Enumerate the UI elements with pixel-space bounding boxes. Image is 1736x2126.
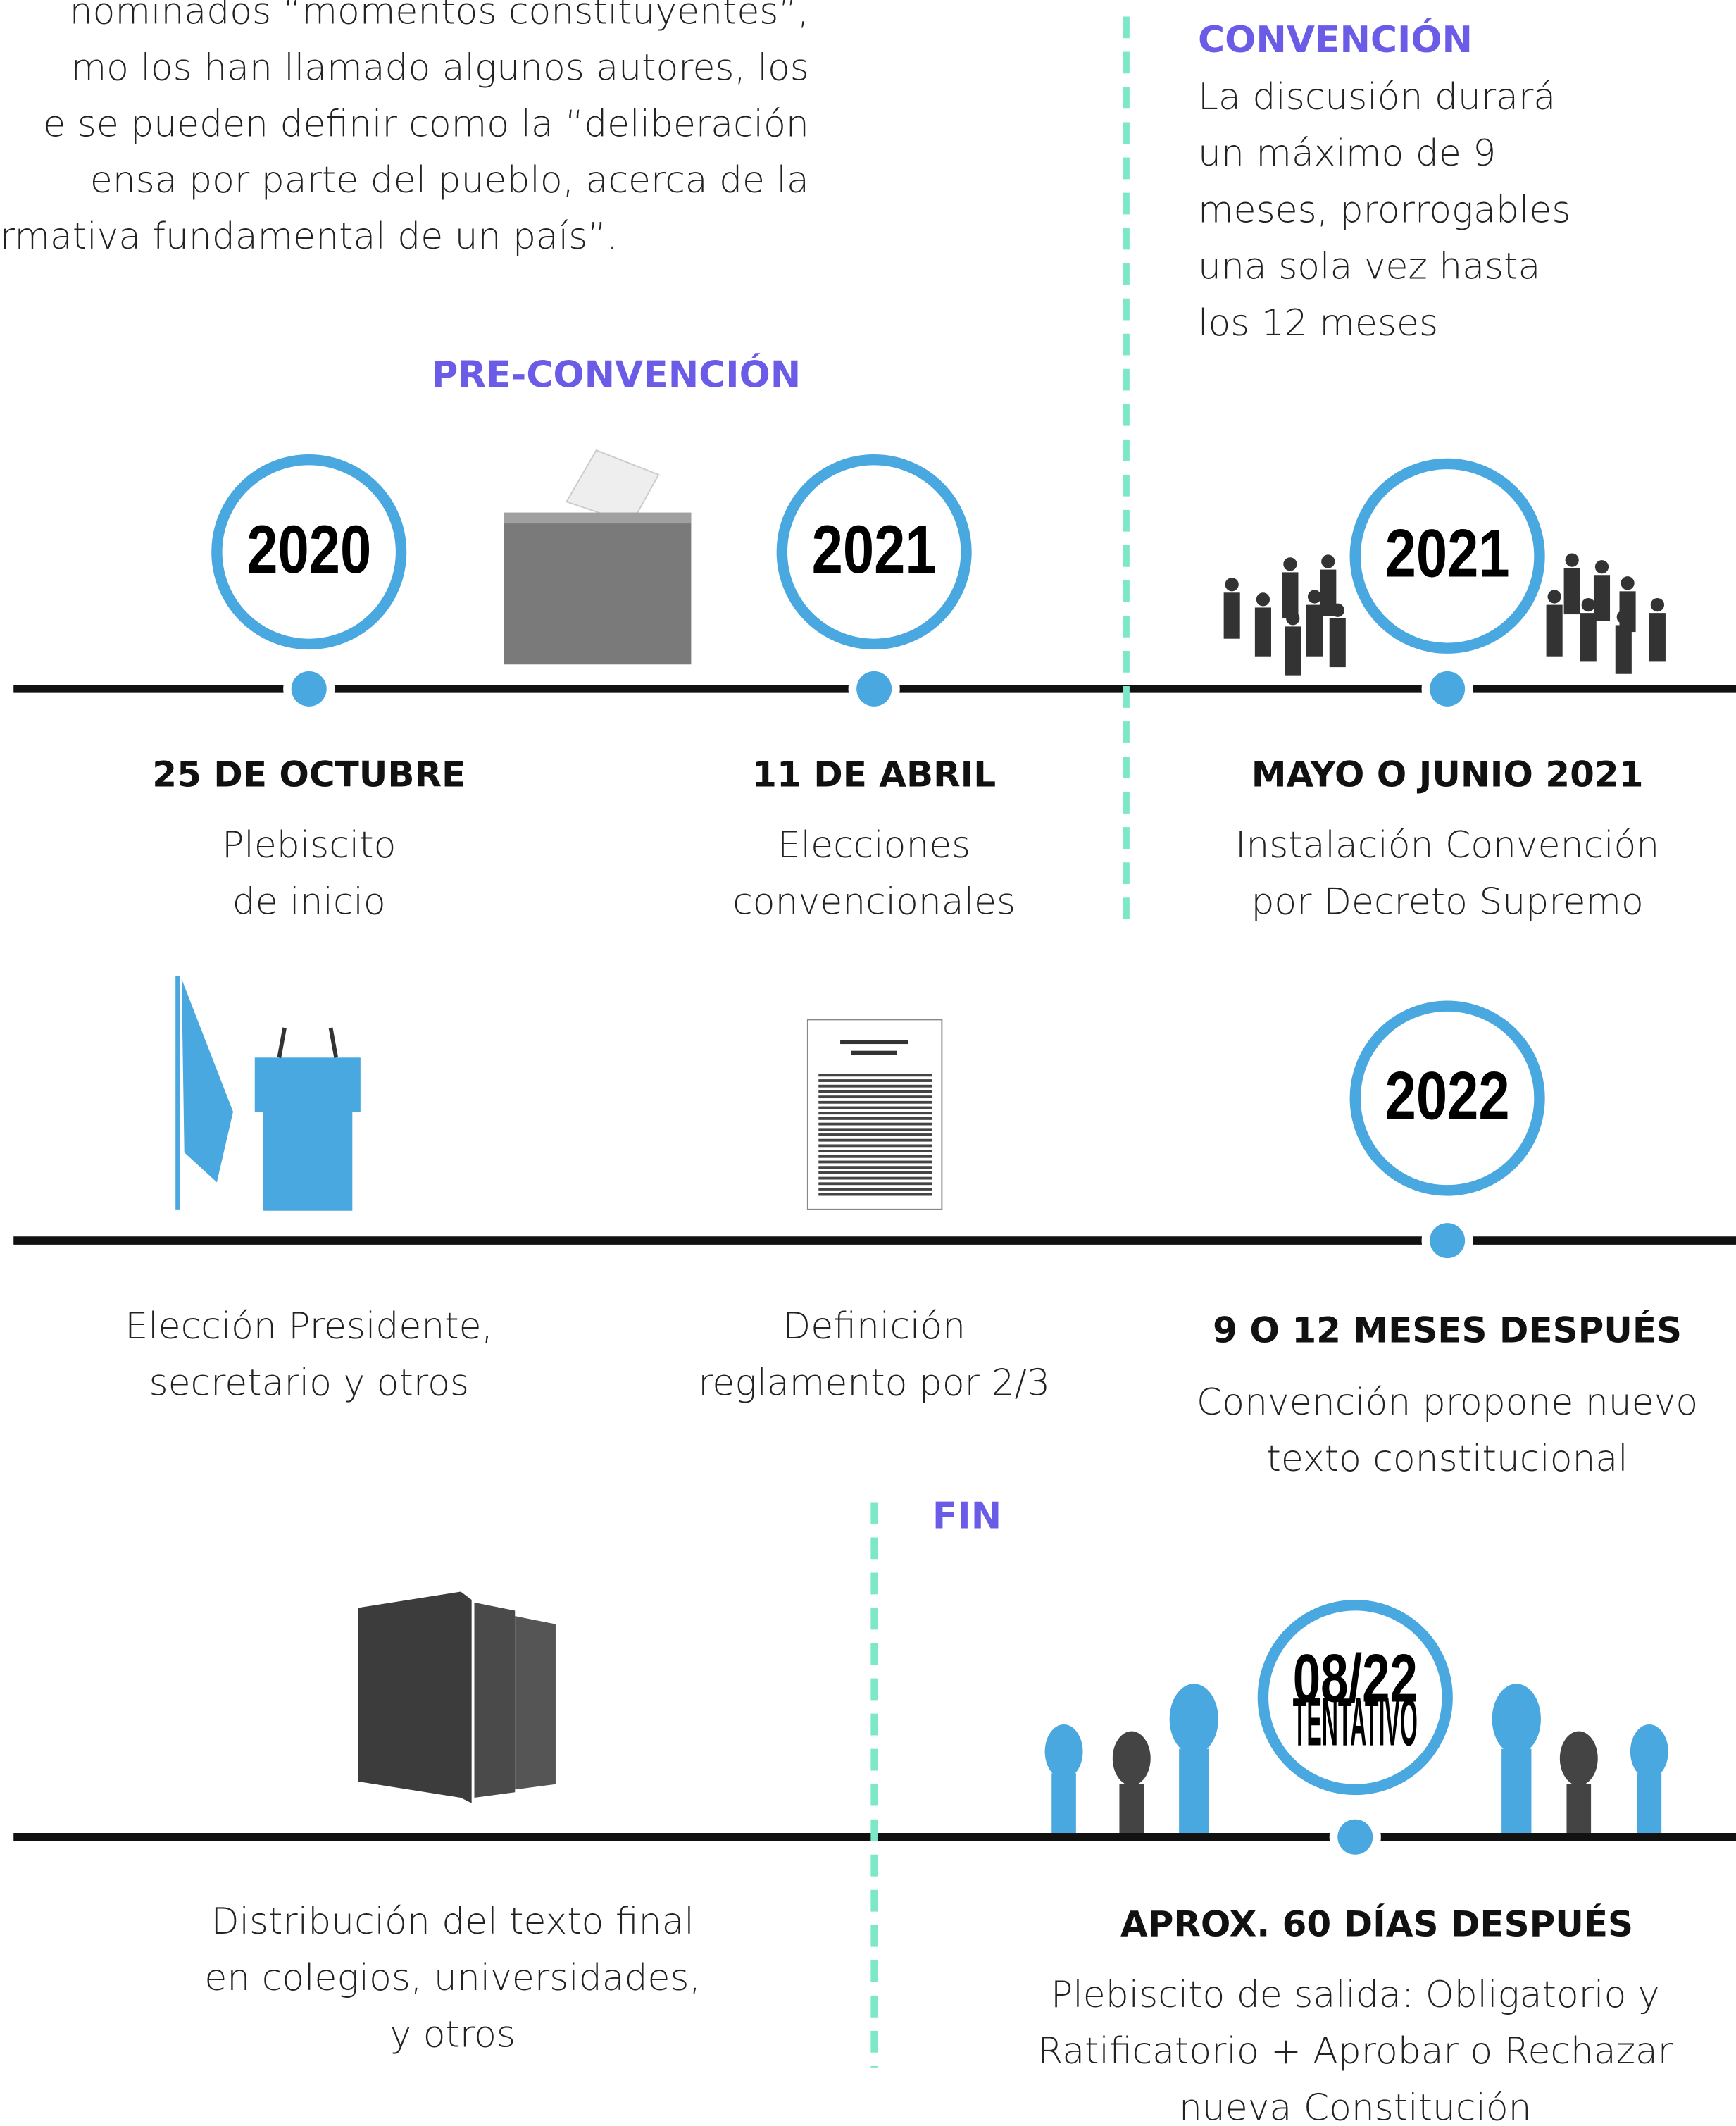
event-date: APROX. 60 DÍAS DESPUÉS [1120,1903,1633,1944]
event-text: Plebiscito de salida: Obligatorio y [1051,1974,1659,2016]
podium-icon [177,976,361,1211]
phase-label: PRE-CONVENCIÓN [431,353,801,396]
event-text: Elecciones [778,824,970,866]
timeline-dot [856,671,892,707]
event-text: Elección Presidente, [125,1305,493,1348]
event-text: reglamento por 2/3 [698,1362,1050,1404]
document-icon [808,1019,942,1209]
timeline-dot [1430,1223,1465,1258]
event-date: 25 DE OCTUBRE [152,754,466,795]
event-text: Ratificatorio + Aprobar o Rechazar [1037,2030,1673,2072]
intro-line: e se pueden definir como la “deliberació… [43,103,808,145]
year-label: 2021 [812,512,937,588]
page: { "intro": [ "nominados “momentos consti… [0,0,1736,2126]
year-note: TENTATIVO [1293,1684,1418,1760]
event-text: secretario y otros [149,1362,469,1404]
phase-label: FIN [932,1496,1001,1538]
event-date: MAYO O JUNIO 2021 [1251,754,1644,795]
phase-label: CONVENCIÓN [1198,18,1473,61]
ballot-box-icon [504,450,692,664]
books-icon [358,1591,556,1803]
event-text: y otros [389,2013,515,2056]
phase-text: los 12 meses [1198,302,1438,344]
event-date: 9 O 12 MESES DESPUÉS [1213,1309,1682,1350]
event-text: nueva Constitución [1179,2087,1532,2126]
event-text: por Decreto Supremo [1251,881,1643,923]
event-text: convencionales [732,881,1016,923]
event-text: Instalación Convención [1235,824,1659,866]
intro-line: rmativa fundamental de un país”. [0,216,618,258]
intro-line: mo los han llamado algunos autores, los [71,46,809,89]
intro-line: nominados “momentos constituyentes”, [70,0,809,33]
event-text: Convención propone nuevo [1197,1381,1698,1424]
timeline-infographic: nominados “momentos constituyentes”, mo l… [0,0,1736,2126]
phase-text: meses, prorrogables [1198,189,1570,231]
phase-text: La discusión durará [1198,76,1556,118]
year-label: 2022 [1385,1058,1510,1133]
event-text: Distribución del texto final [211,1901,694,1943]
event-text: en colegios, universidades, [204,1957,701,1999]
event-text: Definición [782,1305,966,1348]
timeline-dot [292,671,327,707]
year-label: 2020 [246,512,371,588]
timeline-dot [1430,671,1465,707]
event-text: Plebiscito [222,824,396,866]
year-label: 2021 [1385,516,1510,592]
phase-text: una sola vez hasta [1198,246,1540,288]
phase-text: un máximo de 9 [1198,132,1496,175]
intro-line: ensa por parte del pueblo, acerca de la [90,159,809,201]
timeline-dot [1337,1820,1373,1855]
event-text: texto constitucional [1267,1438,1628,1480]
event-date: 11 DE ABRIL [752,754,996,795]
event-text: de inicio [232,881,386,923]
